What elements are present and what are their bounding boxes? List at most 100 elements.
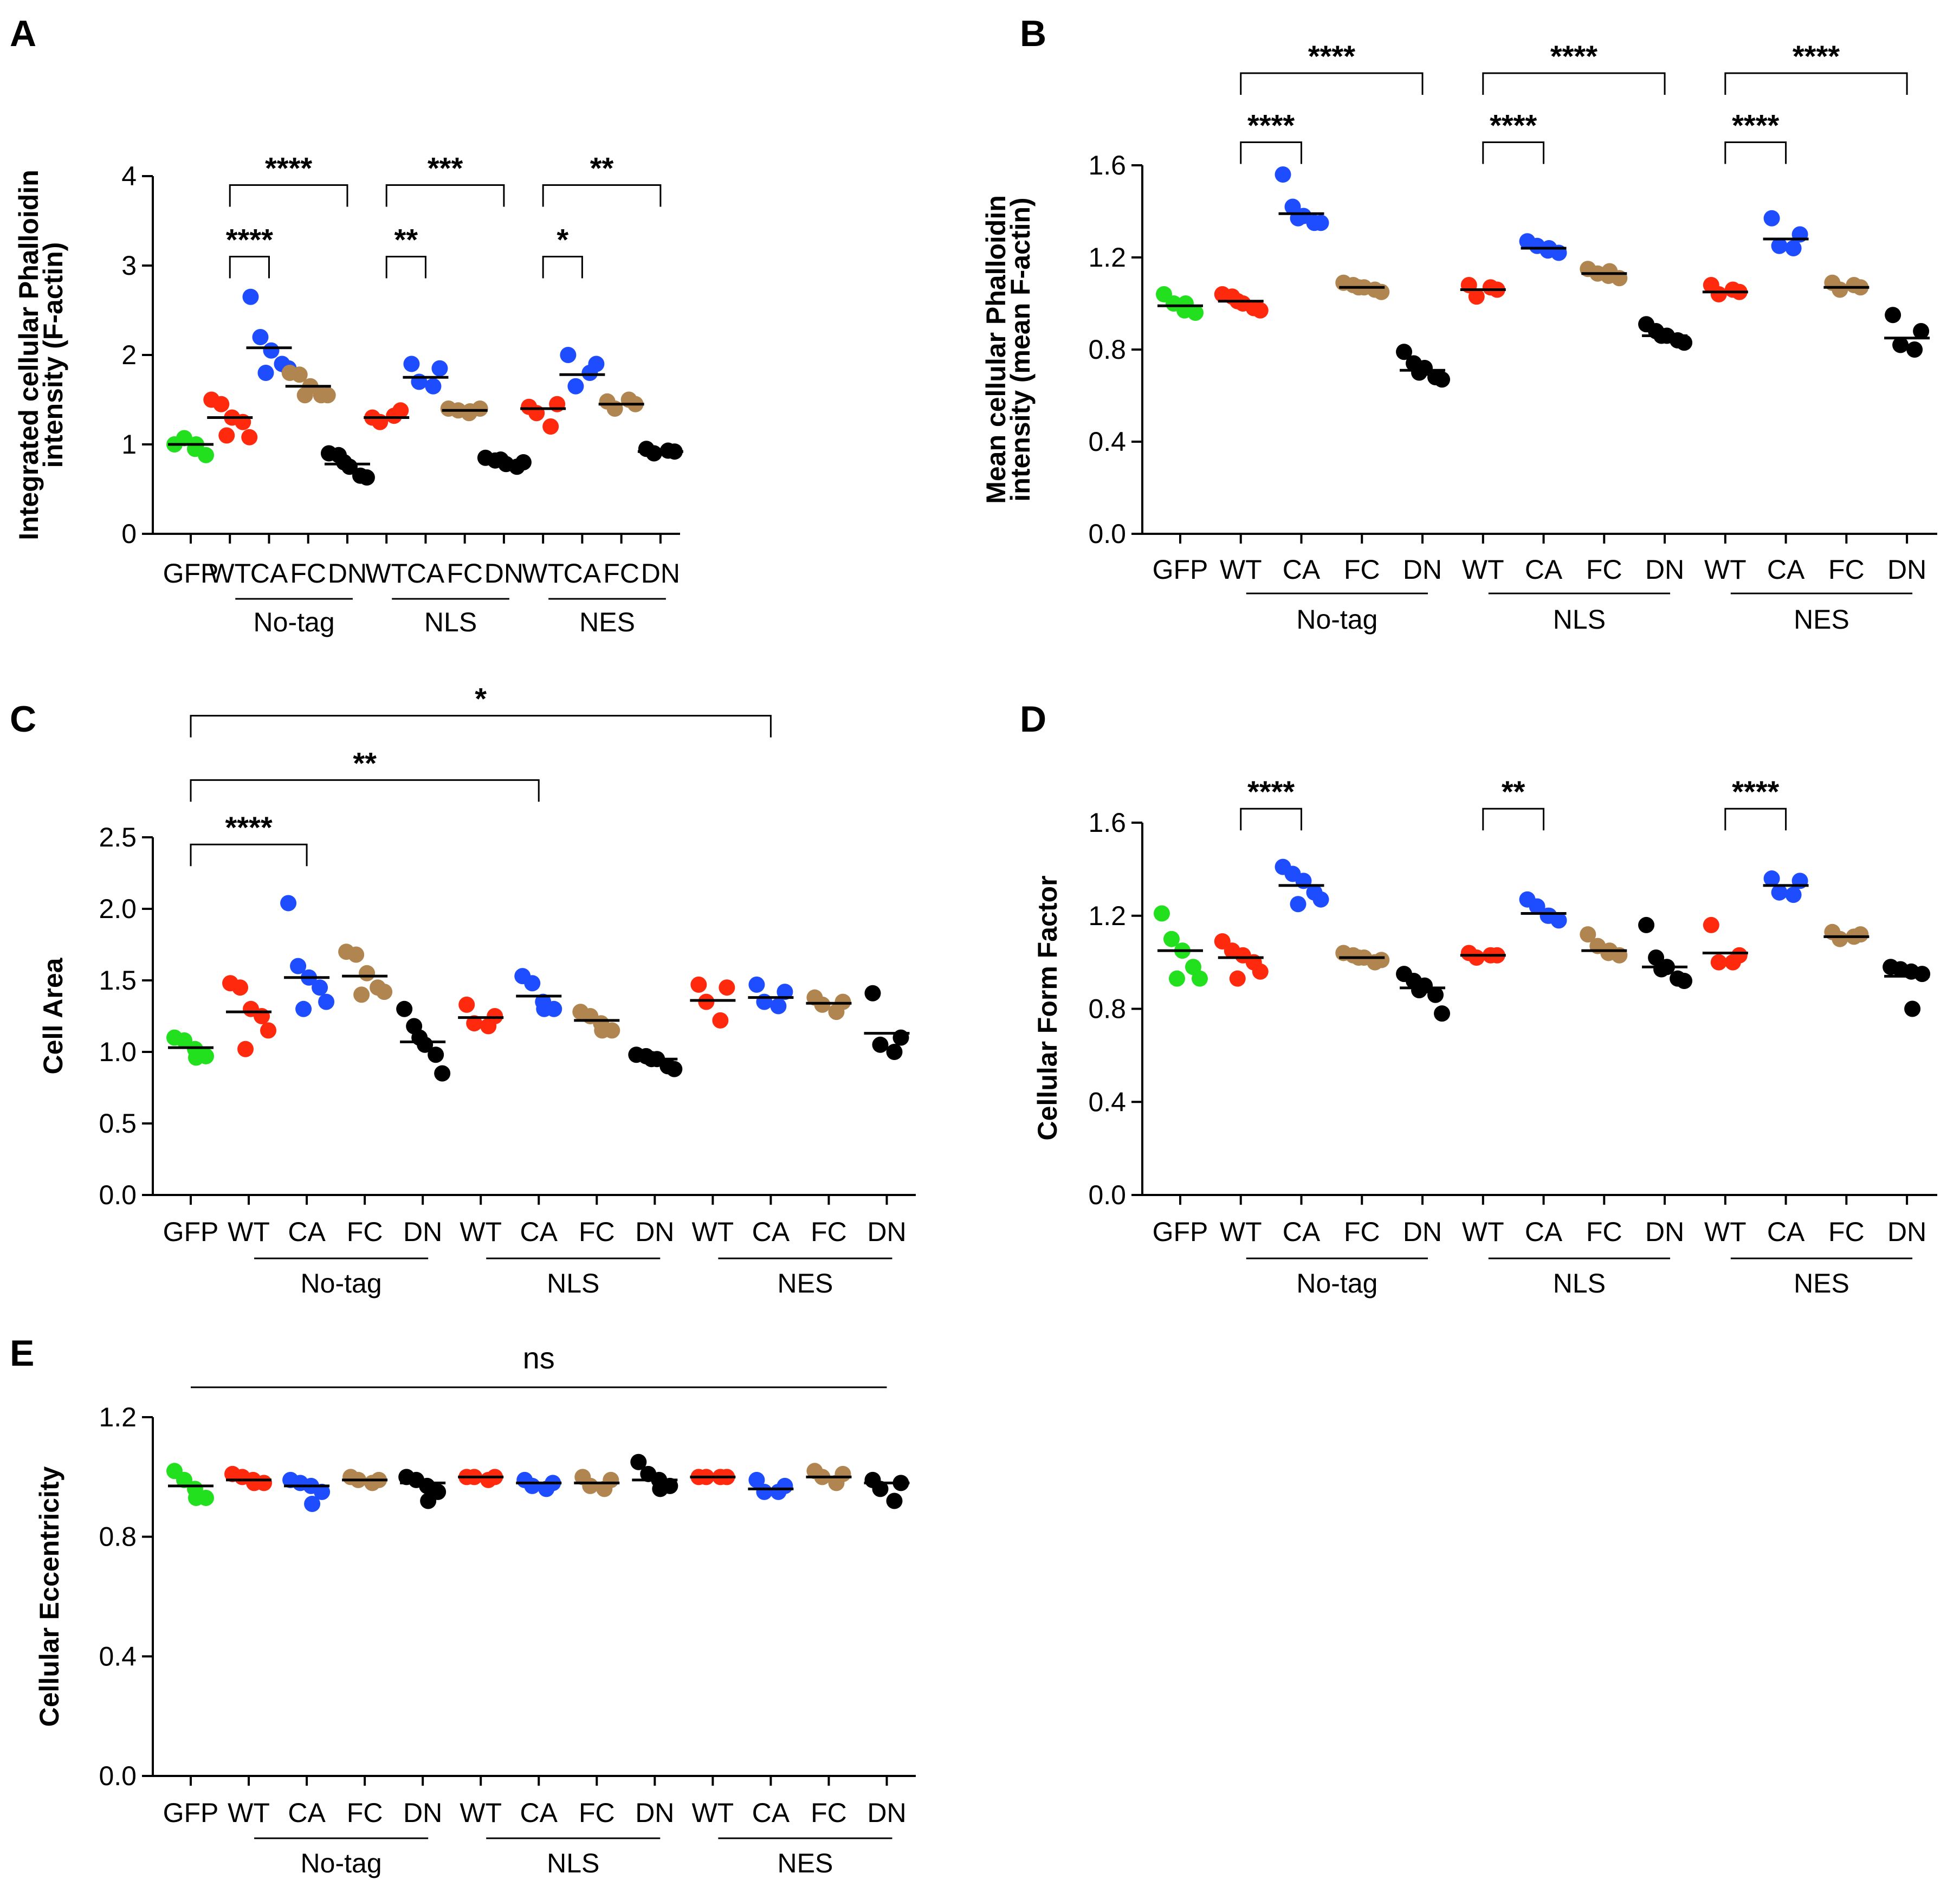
data-point — [538, 1481, 555, 1497]
data-point — [1580, 926, 1596, 943]
y-tick-label: 1.6 — [1088, 150, 1126, 180]
data-point — [1653, 961, 1670, 978]
data-point — [1832, 281, 1848, 298]
significance-bracket — [385, 256, 426, 279]
category-label: WT — [460, 1798, 502, 1828]
group-label: NLS — [1553, 604, 1606, 635]
data-point — [777, 984, 793, 1000]
data-point — [770, 1483, 787, 1500]
panel-letter: C — [10, 699, 36, 740]
data-point — [1771, 237, 1788, 254]
y-axis-label: Integrated cellular Phalloidin — [14, 170, 44, 540]
significance-bracket — [1482, 141, 1545, 164]
y-tick-label: 0.4 — [1088, 427, 1126, 457]
y-tick-label: 0 — [121, 519, 137, 549]
group-label: NES — [1794, 604, 1849, 635]
data-point — [1785, 887, 1802, 903]
category-label: DN — [403, 1798, 442, 1828]
data-point — [246, 1475, 263, 1491]
significance-label: **** — [1490, 108, 1537, 143]
category-label: DN — [1403, 1217, 1442, 1247]
category-label: CA — [1767, 554, 1805, 585]
data-point — [176, 1032, 192, 1049]
data-point — [581, 365, 598, 381]
panel-letter: E — [10, 1333, 34, 1374]
data-point — [1710, 286, 1727, 302]
data-point — [1904, 1000, 1921, 1017]
data-point — [1229, 970, 1246, 987]
data-point — [1676, 972, 1693, 989]
significance-bracket — [1482, 807, 1545, 831]
significance-bracket — [1724, 72, 1908, 95]
category-label: WT — [522, 558, 564, 589]
data-point — [1541, 907, 1557, 924]
data-point — [1192, 970, 1208, 987]
data-point — [652, 1481, 669, 1497]
significance-label: **** — [225, 810, 272, 844]
data-point — [1885, 307, 1901, 324]
data-point — [257, 365, 274, 381]
data-point — [666, 1061, 683, 1077]
data-point — [480, 1018, 497, 1035]
data-point — [296, 387, 313, 404]
data-point — [872, 1036, 889, 1053]
category-label: DN — [1645, 554, 1684, 585]
data-point — [335, 454, 352, 470]
category-label: WT — [209, 558, 251, 589]
significance-label: ** — [1502, 774, 1525, 809]
category-label: CA — [520, 1217, 558, 1247]
data-point — [318, 993, 335, 1010]
category-label: WT — [1704, 554, 1746, 585]
significance-label: ns — [523, 1341, 555, 1375]
category-label: DN — [641, 558, 680, 589]
category-label: FC — [1828, 1217, 1865, 1247]
data-point — [319, 387, 336, 404]
data-point — [241, 429, 258, 445]
category-label: CA — [1283, 554, 1321, 585]
y-tick-label: 1.2 — [99, 1402, 137, 1432]
significance-bracket — [1240, 141, 1303, 164]
data-point — [1638, 916, 1655, 933]
data-point — [242, 288, 259, 305]
data-point — [892, 1029, 909, 1046]
y-tick-label: 0.4 — [1088, 1087, 1126, 1117]
category-label: GFP — [163, 558, 219, 589]
category-label: FC — [1828, 554, 1865, 585]
category-label: FC — [603, 558, 639, 589]
data-point — [1396, 344, 1413, 360]
data-point — [420, 1493, 437, 1509]
group-label: NLS — [547, 1848, 599, 1878]
category-label: DN — [1403, 554, 1442, 585]
category-label: DN — [1887, 554, 1926, 585]
data-point — [1468, 288, 1485, 305]
significance-label: **** — [1308, 39, 1355, 73]
data-point — [1892, 337, 1909, 353]
data-point — [386, 408, 403, 424]
category-label: FC — [811, 1217, 847, 1247]
y-axis-label: intensity (mean F-actin) — [1005, 197, 1036, 501]
significance-label: **** — [1732, 108, 1779, 143]
data-point — [542, 418, 559, 435]
significance-bracket — [542, 256, 583, 279]
data-point — [698, 993, 715, 1010]
category-label: GFP — [1153, 554, 1208, 585]
data-point — [864, 985, 881, 1002]
data-point — [814, 996, 831, 1013]
data-point — [1252, 963, 1269, 980]
data-point — [252, 329, 269, 345]
data-point — [1676, 334, 1693, 351]
category-label: DN — [867, 1217, 906, 1247]
data-point — [536, 1000, 553, 1017]
data-point — [492, 451, 509, 468]
panel-letter: B — [1020, 13, 1046, 54]
data-point — [353, 986, 370, 1003]
category-label: CA — [407, 558, 445, 589]
category-label: WT — [1220, 554, 1262, 585]
category-label: CA — [752, 1217, 790, 1247]
group-label: No-tag — [1296, 604, 1377, 635]
panel-c: C 0.0 0.5 1.0 1.5 2.0 2.5 Cell Area GFP WT CA FC DN W… — [10, 682, 916, 1298]
group-label: NES — [1794, 1268, 1849, 1298]
category-label: DN — [635, 1798, 674, 1828]
category-label: FC — [1344, 1217, 1380, 1247]
data-point — [690, 976, 707, 993]
